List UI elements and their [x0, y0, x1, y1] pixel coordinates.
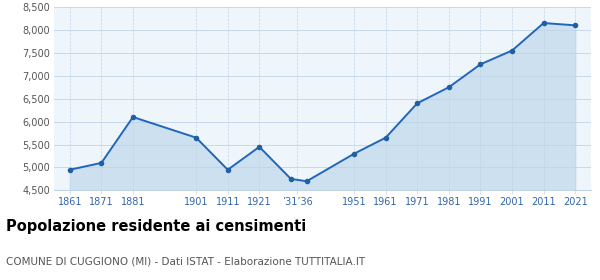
- Point: [476, 62, 485, 67]
- Point: [286, 177, 296, 181]
- Point: [571, 23, 580, 28]
- Point: [444, 85, 454, 90]
- Point: [302, 179, 311, 183]
- Point: [65, 167, 74, 172]
- Point: [539, 21, 548, 25]
- Point: [381, 136, 391, 140]
- Point: [191, 136, 201, 140]
- Point: [507, 48, 517, 53]
- Point: [128, 115, 138, 119]
- Text: COMUNE DI CUGGIONO (MI) - Dati ISTAT - Elaborazione TUTTITALIA.IT: COMUNE DI CUGGIONO (MI) - Dati ISTAT - E…: [6, 256, 365, 267]
- Point: [97, 161, 106, 165]
- Text: Popolazione residente ai censimenti: Popolazione residente ai censimenti: [6, 219, 306, 234]
- Point: [349, 151, 359, 156]
- Point: [412, 101, 422, 106]
- Point: [254, 144, 264, 149]
- Point: [223, 167, 233, 172]
